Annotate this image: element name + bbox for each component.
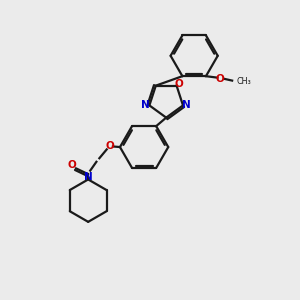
Text: O: O <box>105 142 114 152</box>
Text: O: O <box>68 160 76 170</box>
Text: CH₃: CH₃ <box>237 77 251 86</box>
Text: O: O <box>174 79 183 88</box>
Text: N: N <box>182 100 191 110</box>
Text: N: N <box>84 172 92 182</box>
Text: O: O <box>216 74 225 83</box>
Text: N: N <box>141 100 150 110</box>
